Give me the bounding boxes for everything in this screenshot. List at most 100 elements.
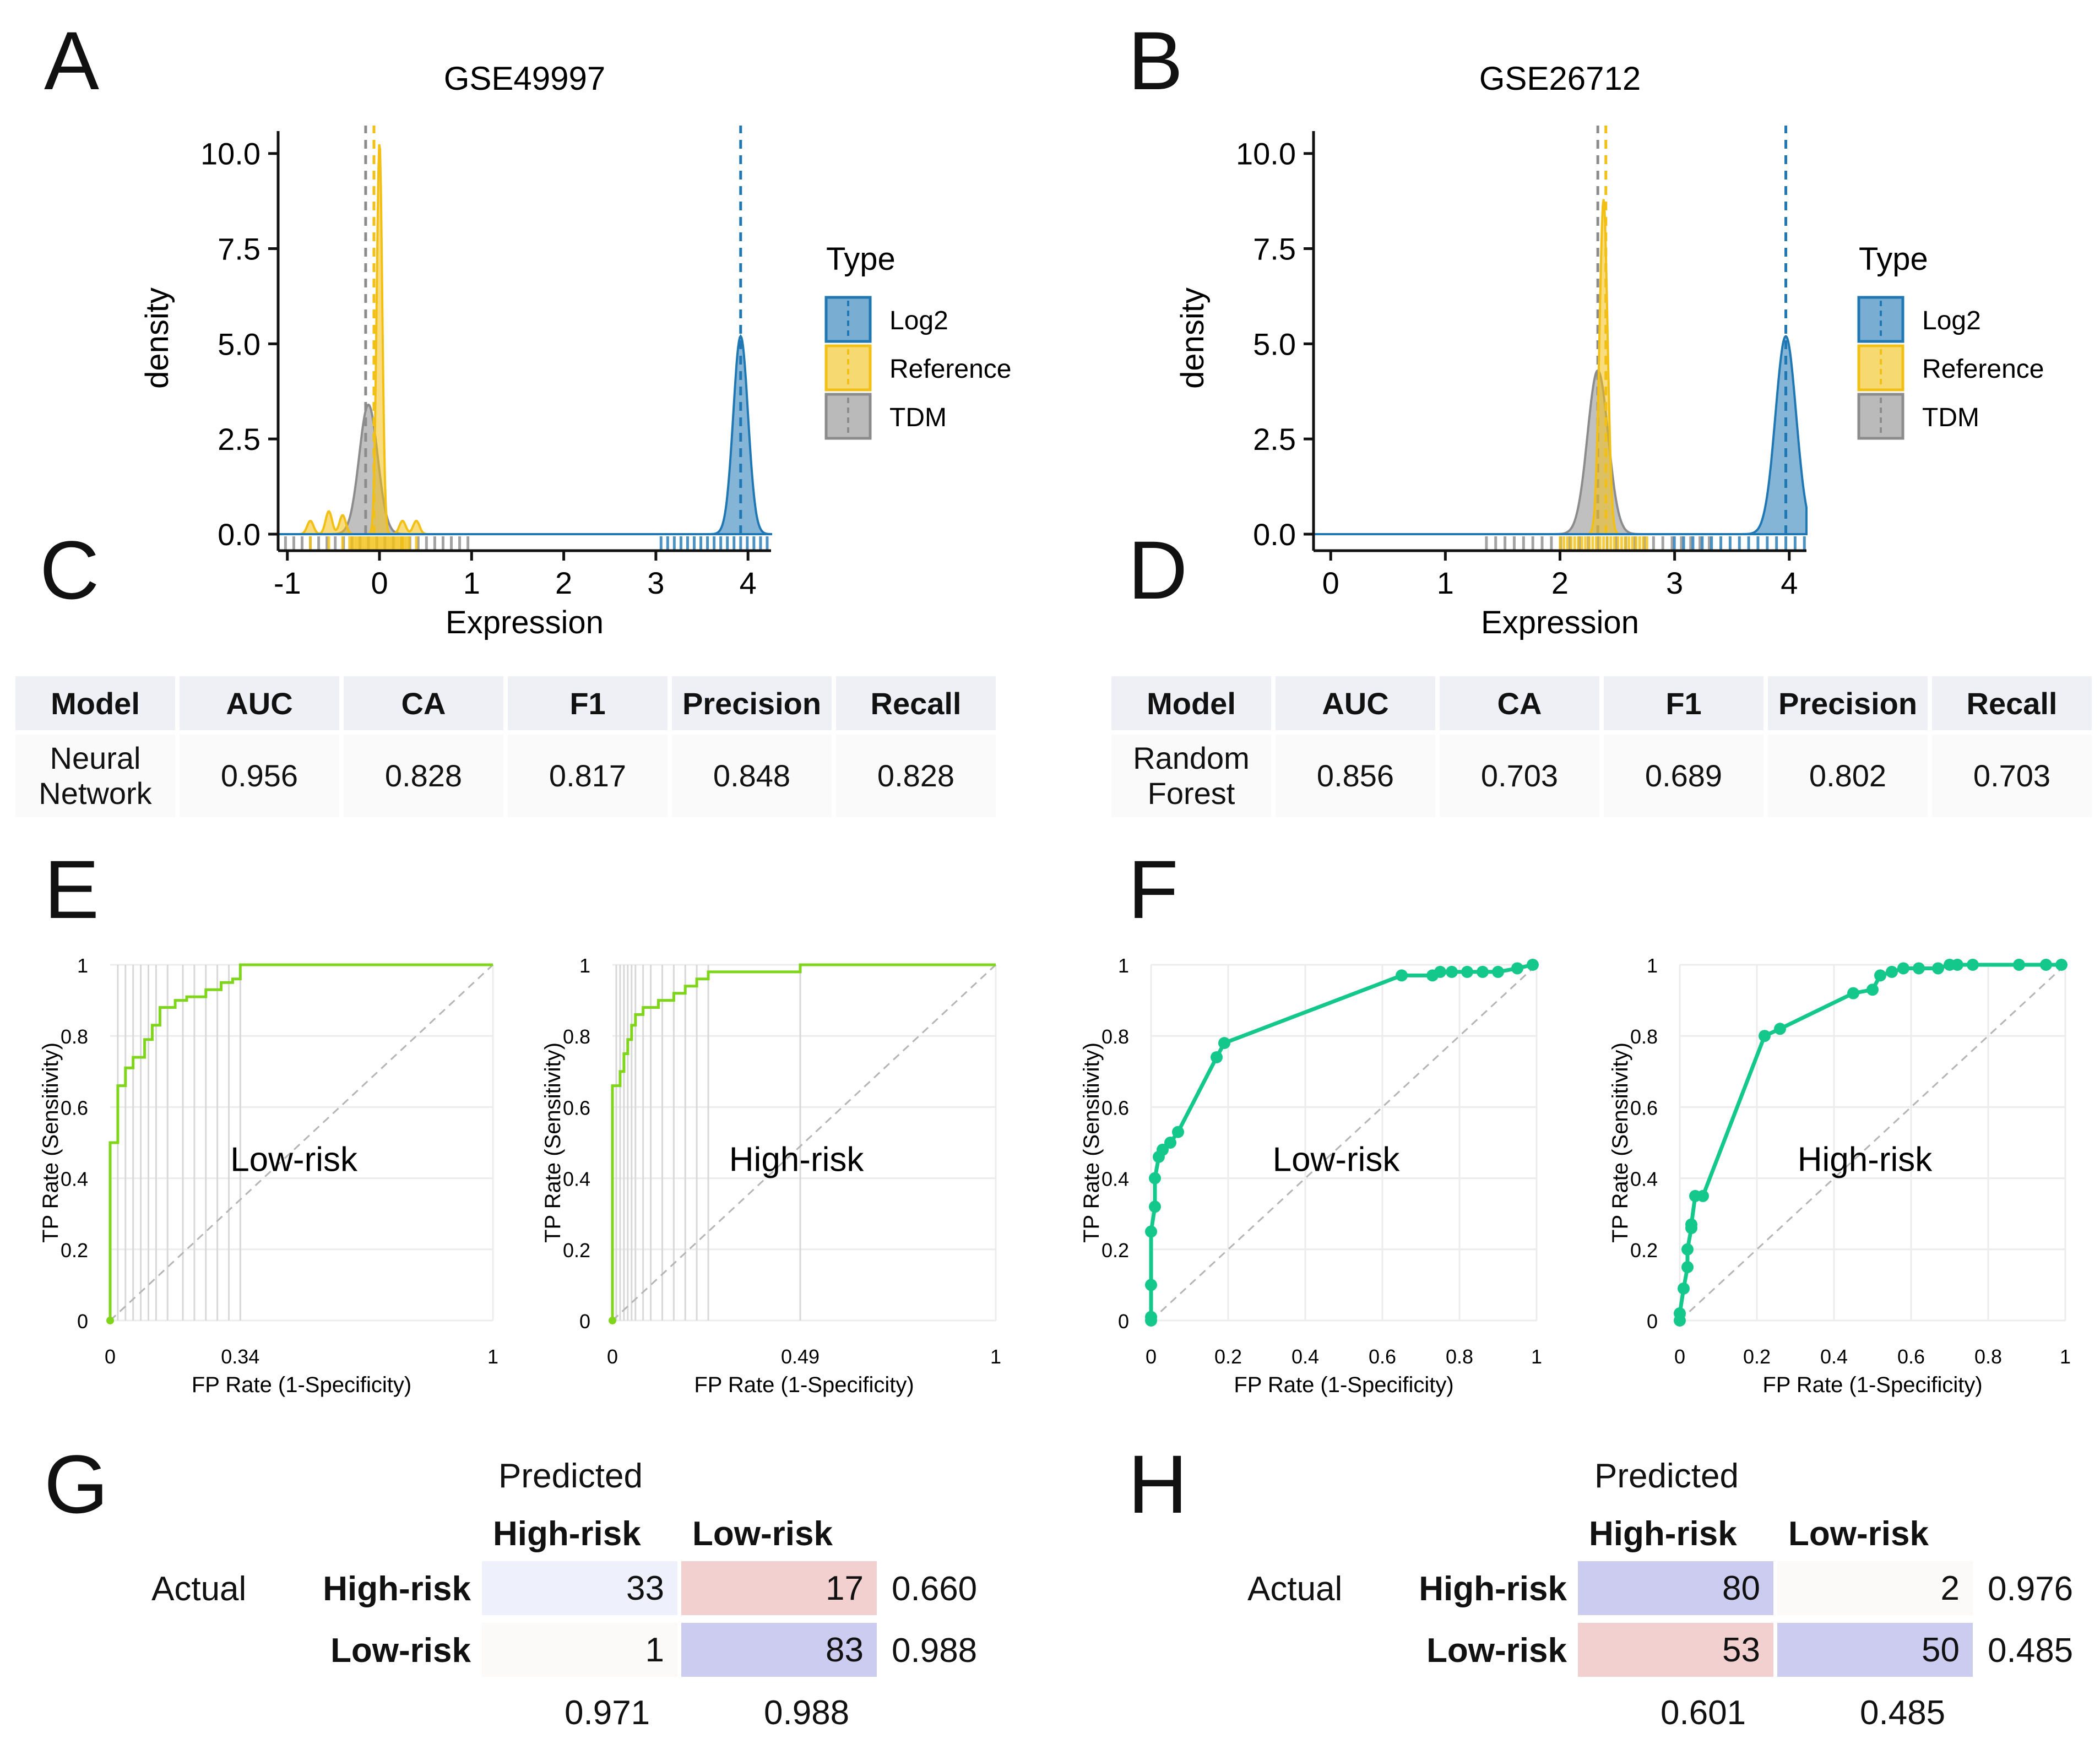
y-tick-label: 5.0 [218,327,261,361]
x-tick-label: 0 [607,1345,618,1368]
table-cell-recall: 0.703 [1932,735,2092,817]
table-cell-f1: 0.689 [1604,735,1763,817]
x-tick-label: 4 [1781,566,1798,600]
y-tick-label: 0.0 [1253,517,1296,552]
panel-letter-b: B [1128,14,1184,107]
roc-class-label: High-risk [729,1141,865,1179]
row-header-low-risk: Low-risk [1426,1632,1567,1670]
row-metric: 0.976 [1988,1570,2074,1608]
y-tick-label: 1 [1118,954,1129,977]
table-cell-recall: 0.828 [836,735,996,817]
panel-letter-h: H [1128,1438,1188,1530]
column-header-high-risk: High-risk [493,1515,641,1553]
roc-point [1218,1037,1230,1050]
x-tick-label: 1 [487,1345,498,1368]
y-tick-label: 0 [1118,1310,1129,1333]
matrix-cell: 83 [681,1623,877,1677]
roc-point [1149,1200,1161,1213]
roc-point [1153,1150,1165,1163]
table-cell-auc: 0.856 [1276,735,1435,817]
roc-class-label: Low-risk [230,1141,358,1179]
y-tick-label: 1 [77,954,88,977]
roc-point [2040,959,2052,971]
roc-point [1434,965,1446,978]
legend-key-tdm [824,393,872,440]
table-cell-auc: 0.956 [180,735,339,817]
x-tick-label: 0.4 [1820,1345,1848,1368]
predicted-label: Predicted [498,1457,643,1495]
table-cell-ca: 0.828 [344,735,503,817]
y-tick-label: 7.5 [1253,232,1296,267]
legend-label-tdm: TDM [889,403,947,432]
table-header-recall: Recall [1932,676,2092,730]
y-tick-label: 0.2 [563,1239,590,1262]
y-axis-label: TP Rate (Sensitivity) [39,1042,63,1243]
roc-point [1145,1314,1157,1327]
roc-point [2013,959,2025,971]
roc-point [1211,1051,1223,1063]
table-header-ca: CA [344,676,503,730]
roc-point [1685,1218,1697,1231]
roc-point [1886,965,1898,978]
actual-label: Actual [151,1570,247,1608]
table-cell-model: Random Forest [1111,735,1271,817]
density-area-tdm-A [278,403,771,535]
roc-point [1951,959,1963,971]
x-tick-label: 0.4 [1292,1345,1319,1368]
column-header-high-risk: High-risk [1589,1515,1737,1553]
y-axis-label: TP Rate (Sensitivity) [1079,1042,1104,1243]
roc-point [1967,959,1979,971]
y-tick-label: 2.5 [1253,422,1296,457]
predicted-label: Predicted [1594,1457,1739,1495]
roc-curve-F1 [1149,963,1533,1321]
roc-point [1145,1311,1157,1323]
y-tick-label: 0.2 [1101,1239,1129,1262]
x-tick-label: 0 [1146,1345,1157,1368]
y-tick-label: 0.2 [1630,1239,1658,1262]
x-tick-label: 0.6 [1897,1345,1925,1368]
roc-point [1874,969,1886,982]
x-tick-label: 1 [463,566,480,600]
column-metric: 0.485 [1860,1694,1946,1732]
table-header-model: Model [1111,676,1271,730]
roc-point [1944,959,1956,971]
column-header-low-risk: Low-risk [1788,1515,1929,1553]
roc-point [1145,1225,1157,1238]
x-tick-label: 0.2 [1214,1345,1242,1368]
x-tick-label: 1 [990,1345,1001,1368]
legend-label-log2: Log2 [1922,306,1981,335]
table-header-f1: F1 [1604,676,1763,730]
roc-point [1145,1279,1157,1291]
y-tick-label: 0.4 [1630,1168,1658,1191]
x-axis-label: FP Rate (1-Specificity) [694,1373,914,1397]
row-header-high-risk: High-risk [1419,1570,1567,1608]
roc-point [1396,969,1408,982]
table-header-precision: Precision [672,676,832,730]
actual-label: Actual [1247,1570,1343,1608]
density-area-reference-A [278,144,771,535]
column-metric: 0.601 [1661,1694,1746,1732]
x-axis-label: Expression [1481,605,1639,640]
column-metric: 0.988 [764,1694,850,1732]
roc-point [1774,1023,1786,1035]
roc-point [609,1317,616,1324]
density-area-tdm-B [1314,369,1806,535]
legend-title: Type [1859,241,1928,277]
x-tick-label: 0.49 [781,1345,820,1368]
roc-point [1913,962,1925,975]
roc-point [1172,1126,1184,1138]
roc-point [1897,962,1909,975]
x-tick-label: 0.2 [1743,1345,1771,1368]
metrics-table-c: Model AUC CA F1 Precision Recall Neural Networ… [15,676,996,817]
y-tick-label: 0.4 [61,1168,88,1191]
roc-point [1697,1189,1709,1202]
density-area-reference-B [1314,199,1806,535]
table-header-model: Model [15,676,175,730]
roc-curve-E2 [611,963,996,1321]
roc-point [1492,965,1504,978]
x-tick-label: 0 [105,1345,116,1368]
diagonal-line [109,964,494,1322]
x-tick-label: 0.8 [1446,1345,1473,1368]
y-tick-label: 0 [1647,1310,1658,1333]
y-tick-label: 0.6 [1101,1096,1129,1119]
